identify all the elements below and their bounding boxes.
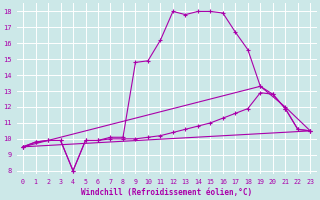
X-axis label: Windchill (Refroidissement éolien,°C): Windchill (Refroidissement éolien,°C) (81, 188, 252, 197)
